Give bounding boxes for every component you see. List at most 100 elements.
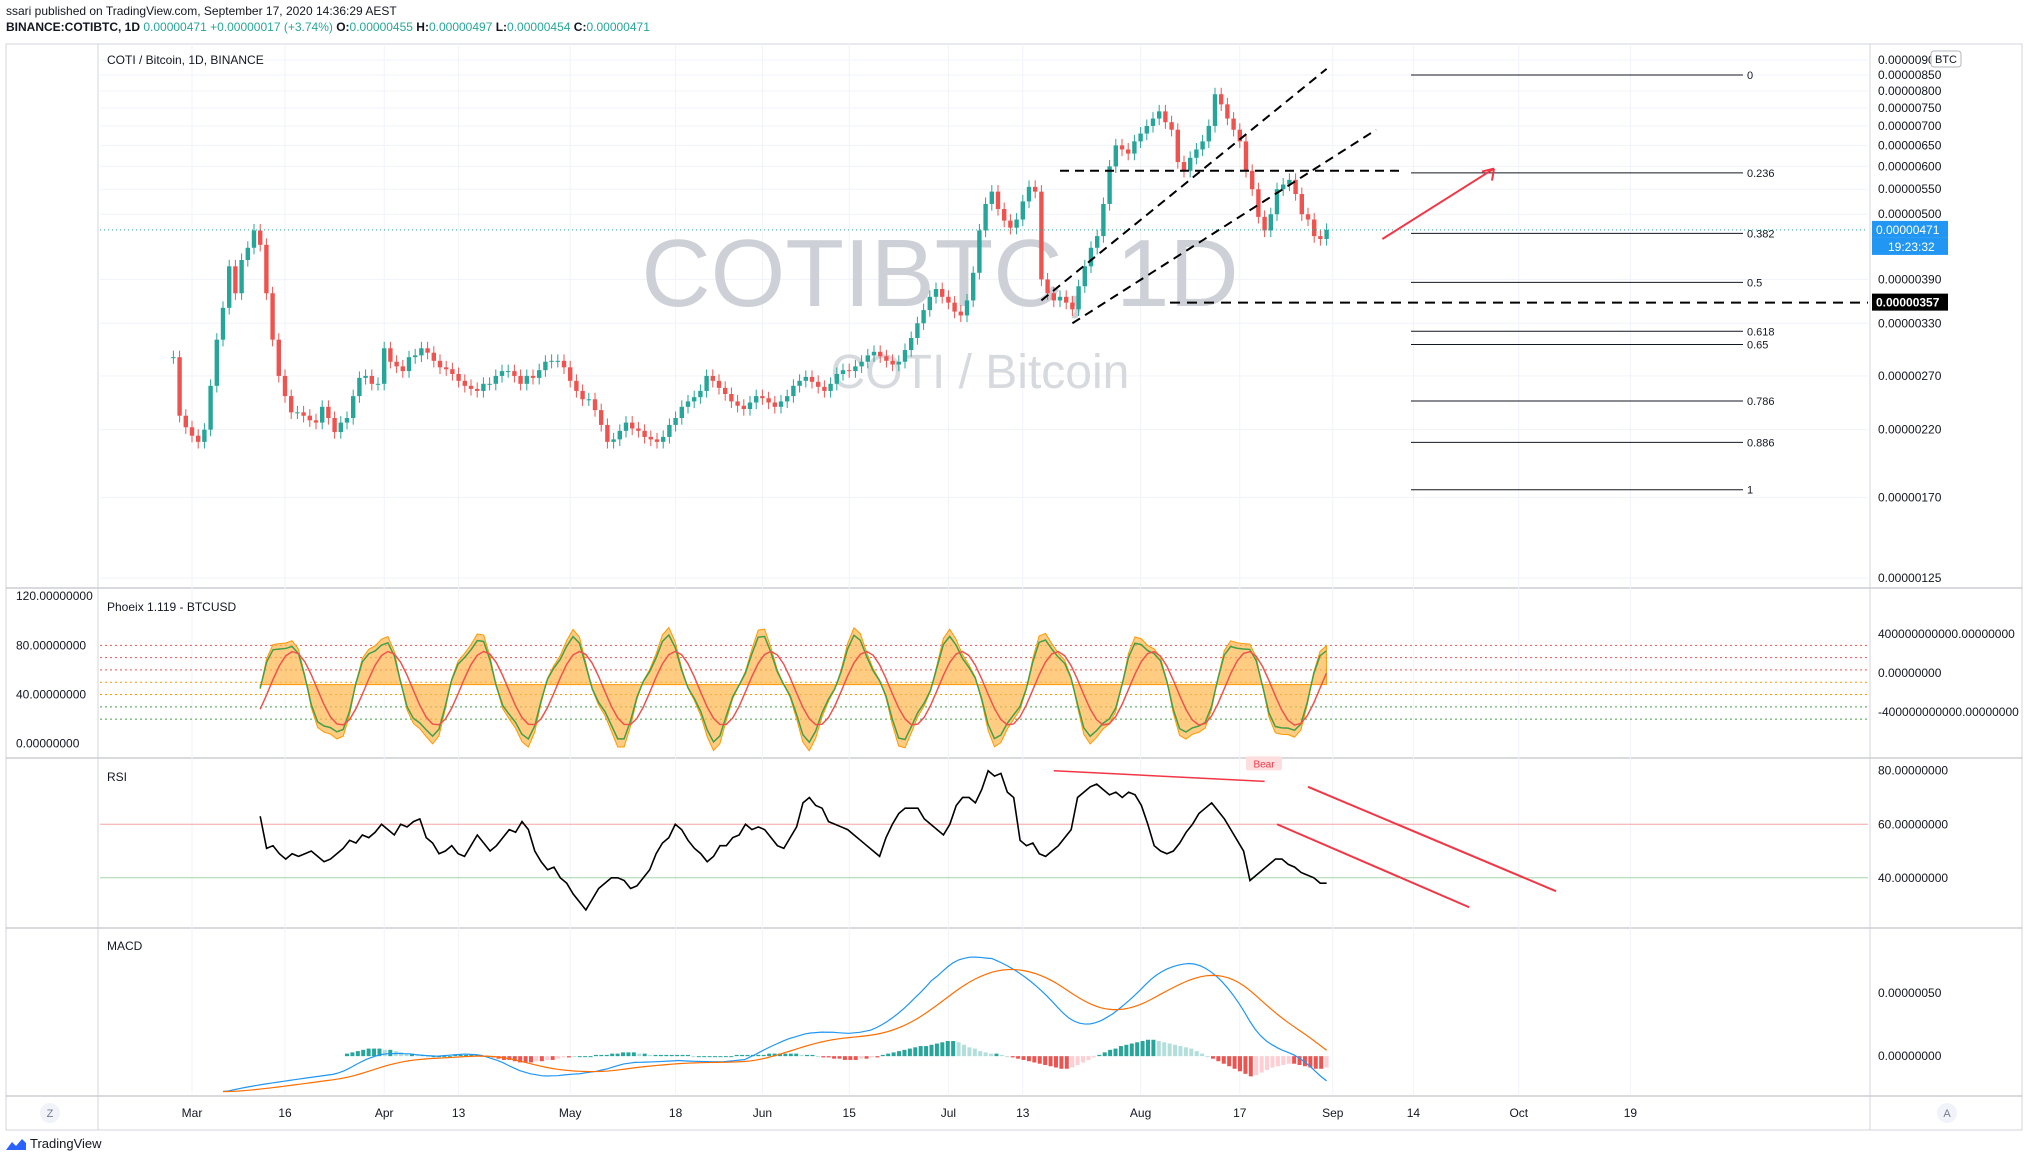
candle-body — [208, 385, 213, 430]
candle-body — [413, 355, 418, 358]
fibonacci-retracement[interactable]: 0 0.236 0.382 0.5 0.618 0.65 0.786 0.886 1 — [1411, 70, 1775, 497]
macd-histogram-bar — [1048, 1056, 1053, 1067]
y-tick-label: 0.00000700 — [1878, 119, 1942, 133]
macd-histogram-bar — [956, 1042, 961, 1057]
macd-histogram-bar — [859, 1056, 864, 1059]
macd-histogram-bar — [713, 1056, 718, 1058]
macd-histogram-bar — [1102, 1052, 1107, 1057]
c-label: C: — [573, 20, 587, 34]
macd-histogram-bar — [1324, 1056, 1329, 1068]
candle-body — [580, 390, 585, 400]
macd-histogram-bar — [897, 1051, 902, 1057]
macd-histogram-bar — [772, 1053, 777, 1057]
candle-body — [1237, 129, 1242, 142]
candle-body — [568, 367, 573, 381]
macd-histogram-bar — [1221, 1056, 1226, 1064]
rsi-pane-title: RSI — [107, 770, 127, 784]
candle-body — [537, 370, 542, 378]
phoeix-left-tick: 120.00000000 — [16, 589, 93, 603]
candle-body — [481, 383, 486, 391]
macd-histogram-bar — [355, 1051, 360, 1057]
candle-body — [1002, 209, 1007, 221]
candle-body — [927, 296, 932, 311]
macd-histogram-bar — [869, 1056, 874, 1058]
y-tick-label: 0.00000220 — [1878, 423, 1942, 437]
candle-body — [611, 439, 616, 442]
chart-canvas[interactable]: COTIBTC, 1D COTI / Bitcoin 0 0.236 0.382 0.… — [0, 0, 2029, 1135]
macd-histogram-bar — [361, 1049, 366, 1057]
y-tick-label: 0.00000330 — [1878, 316, 1942, 330]
candle-body — [493, 375, 498, 384]
macd-histogram-bar — [1016, 1056, 1021, 1059]
candle-body — [189, 427, 195, 436]
candle-body — [971, 272, 976, 301]
candle-body — [506, 371, 511, 373]
macd-histogram-bar — [1297, 1056, 1302, 1065]
candle-body — [444, 367, 449, 370]
candle-body — [1045, 279, 1050, 294]
candle-body — [754, 396, 759, 403]
macd-histogram-bar — [745, 1054, 750, 1057]
support-price-label: 0.00000357 — [1876, 296, 1940, 310]
macd-histogram-bar — [572, 1056, 577, 1058]
candle-body — [816, 381, 821, 387]
macd-histogram-bar — [453, 1054, 458, 1057]
macd-histogram-bar — [561, 1056, 566, 1058]
macd-histogram-bar — [675, 1054, 680, 1057]
grid-lines — [100, 44, 1868, 1094]
trend-drawings[interactable] — [100, 68, 1868, 325]
z-button[interactable]: Z — [40, 1103, 60, 1123]
watermark: COTIBTC, 1D COTI / Bitcoin — [641, 220, 1238, 399]
macd-histogram-bar — [409, 1053, 414, 1057]
x-tick-label: Aug — [1130, 1106, 1151, 1120]
candle-body — [847, 370, 852, 372]
candle-body — [344, 417, 350, 423]
macd-histogram-bar — [1238, 1056, 1243, 1072]
currency-badge[interactable]: BTC — [1930, 50, 1962, 68]
macd-histogram-bar — [777, 1053, 782, 1057]
macd-histogram-bar — [680, 1054, 685, 1057]
footer-brand[interactable]: TradingView — [6, 1136, 102, 1151]
symbol-label: BINANCE:COTIBTC, 1D — [6, 20, 140, 34]
macd-histogram-bar — [539, 1056, 544, 1062]
candle-body — [1312, 219, 1317, 237]
a-button[interactable]: A — [1937, 1103, 1957, 1123]
macd-histogram-bar — [1091, 1056, 1096, 1058]
macd-histogram-bar — [1108, 1049, 1113, 1057]
macd-histogram-bar — [1270, 1056, 1275, 1068]
x-tick-label: 13 — [452, 1106, 466, 1120]
macd-histogram-bar — [1319, 1056, 1324, 1069]
macd-histogram-bar — [404, 1053, 409, 1057]
candle-body — [1262, 216, 1267, 231]
macd-histogram-bar — [1308, 1056, 1313, 1068]
macd-histogram-bar — [1151, 1039, 1156, 1057]
macd-histogram-bar — [1173, 1044, 1178, 1057]
fib-level-label: 0.786 — [1747, 396, 1775, 408]
macd-histogram-bar — [534, 1056, 539, 1062]
candle-body — [425, 348, 430, 353]
phoeix-area — [259, 626, 1327, 752]
y-tick-label: 0.00000170 — [1878, 490, 1942, 504]
candle-body — [673, 417, 678, 425]
candle-body — [933, 289, 939, 297]
candle-body — [853, 366, 858, 372]
candle-body — [1163, 111, 1168, 123]
candle-body — [1206, 125, 1211, 142]
phoeix-pane-title: Phoeix 1.119 - BTCUSD — [107, 600, 236, 614]
macd-histogram-bar — [999, 1054, 1004, 1057]
macd-histogram-bar — [1232, 1056, 1237, 1069]
macd-histogram-bar — [815, 1056, 820, 1058]
candle-body — [239, 259, 244, 294]
candle-body — [394, 361, 399, 367]
y-tick-label: 0.00000125 — [1878, 571, 1942, 585]
macd-histogram-bar — [734, 1054, 739, 1057]
candle-body — [915, 323, 920, 338]
macd-histogram-bar — [599, 1054, 604, 1057]
l-value: 0.00000454 — [507, 20, 571, 34]
macd-histogram-bar — [1053, 1056, 1058, 1068]
candle-body — [1188, 157, 1193, 171]
macd-histogram-bar — [577, 1056, 582, 1058]
candle-body — [989, 191, 994, 204]
candle-body — [1305, 214, 1311, 220]
x-tick-label: Jul — [941, 1106, 956, 1120]
